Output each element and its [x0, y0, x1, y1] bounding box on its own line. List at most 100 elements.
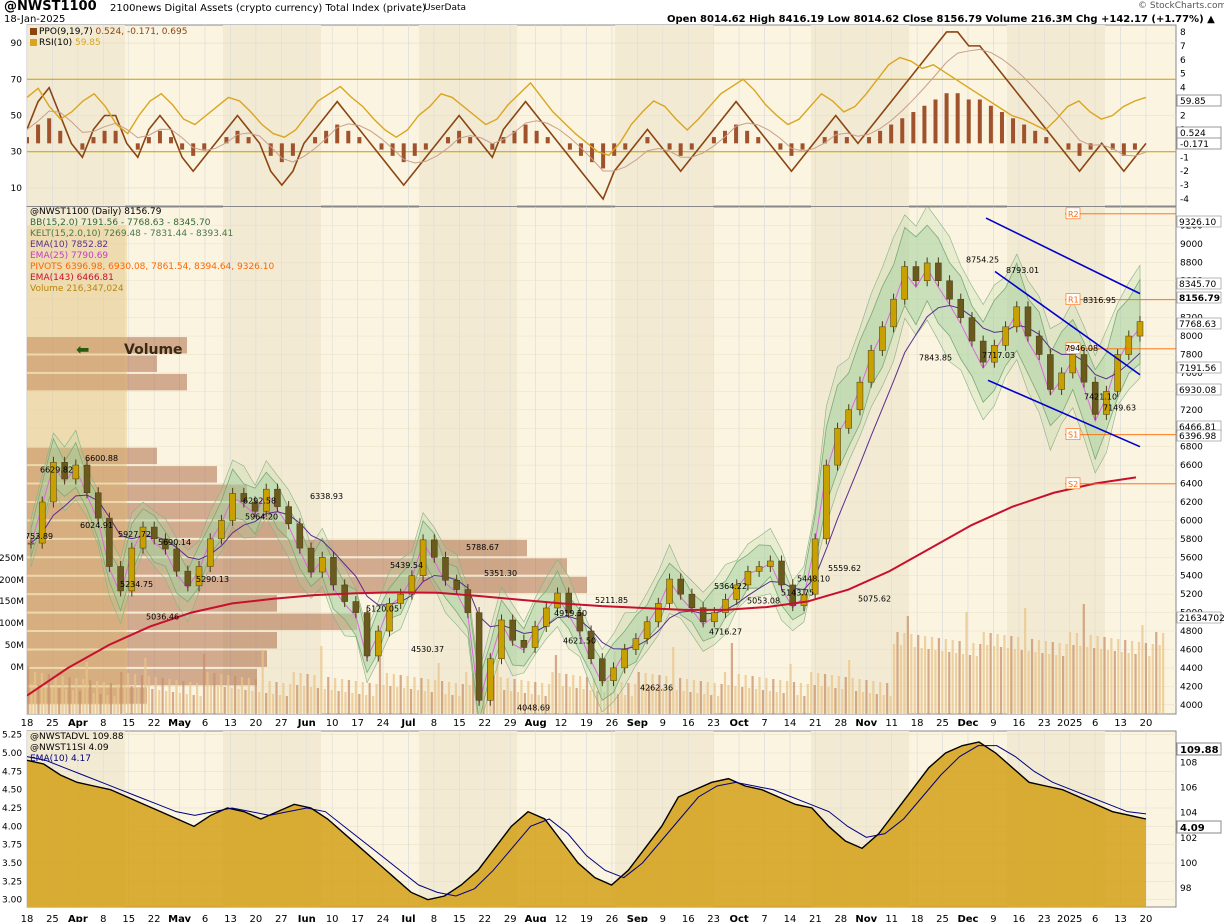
- x-axis-label: 16: [682, 718, 695, 729]
- x-axis-label-bottom: 23: [1038, 914, 1051, 922]
- volume-bar: [982, 632, 985, 714]
- candle-body: [464, 589, 472, 613]
- breadth-legend: @NWSTADVL 109.88 @NWST11SI 4.09 EMA(10) …: [30, 732, 124, 765]
- volume-tick: 200M: [0, 576, 24, 586]
- volume-bar: [1065, 644, 1068, 714]
- volume-bar: [120, 672, 123, 714]
- volume-bar: [1006, 648, 1009, 714]
- ppo-histogram-bar: [988, 105, 993, 144]
- volume-bar: [799, 683, 802, 714]
- price-tick: 8800: [1180, 258, 1203, 268]
- ppo-rsi-value-box: [1176, 94, 1222, 107]
- price-annotation: 5753.89: [20, 532, 53, 541]
- price-legend: @NWST1100 (Daily) 8156.79 BB(15,2.0) 719…: [30, 207, 274, 295]
- volume-bar: [761, 690, 765, 714]
- price-value-label: 8345.70: [1179, 280, 1216, 290]
- breadth-tick: 4.00: [2, 822, 22, 832]
- price-annotation: 5036.46: [146, 612, 179, 621]
- x-axis-label: 2025: [1057, 718, 1082, 729]
- volume-bar: [240, 677, 244, 714]
- x-axis-label: 9: [660, 718, 666, 729]
- volume-bar: [499, 677, 502, 714]
- volume-tick: 0M: [11, 663, 25, 673]
- x-axis-label: 26: [606, 718, 619, 729]
- volume-bar: [351, 693, 354, 714]
- volume-bar: [886, 683, 889, 714]
- volume-bar: [1003, 635, 1006, 714]
- volume-bar: [403, 688, 406, 714]
- x-axis-label: 10: [326, 718, 339, 729]
- volume-bar: [1148, 656, 1151, 714]
- breadth-value-box: [1176, 820, 1222, 834]
- x-axis-label-bottom: Dec: [957, 914, 978, 922]
- volume-bar: [409, 689, 413, 714]
- volume-bar: [106, 695, 109, 714]
- volume-bar: [955, 653, 958, 714]
- ppo-histogram-bar: [58, 130, 63, 144]
- ppo-tick: -1: [1180, 153, 1189, 163]
- volume-bar: [92, 693, 95, 714]
- breadth-right-tick: 98: [1180, 884, 1192, 894]
- volume-bar: [1127, 653, 1130, 714]
- price-value-box: [1176, 611, 1222, 624]
- volume-bar: [168, 679, 171, 714]
- candle-body: [72, 464, 80, 480]
- volume-bar: [496, 659, 499, 714]
- volume-bar: [775, 692, 778, 714]
- candle-body: [274, 488, 281, 507]
- x-axis-label-bottom: 25: [936, 914, 949, 922]
- price-value-label: 7191.56: [1179, 364, 1216, 374]
- price-tick: 9000: [1180, 240, 1203, 250]
- candle-body: [778, 560, 785, 586]
- price-annotation: 5053.08: [747, 597, 780, 606]
- volume-bar: [396, 687, 399, 714]
- volume-bar: [472, 673, 475, 714]
- ppo-histogram-bar: [933, 99, 938, 144]
- x-axis-label: 20: [1140, 718, 1153, 729]
- volume-bar: [85, 662, 88, 714]
- candle-body: [935, 262, 942, 281]
- x-axis-label: Apr: [68, 718, 88, 729]
- price-annotation: 5075.62: [858, 595, 891, 604]
- x-axis-label-bottom: Sep: [627, 914, 648, 922]
- ppo-histogram-bar: [999, 112, 1004, 144]
- x-axis-label-bottom: 9: [660, 914, 666, 922]
- candle-body: [531, 626, 539, 648]
- ppo-histogram-bar: [401, 143, 406, 163]
- x-axis-label: Oct: [729, 718, 748, 729]
- ppo-histogram-bar: [567, 143, 572, 150]
- volume-bar: [796, 695, 799, 714]
- volume-bar: [434, 680, 437, 714]
- x-axis-label-bottom: Jul: [400, 914, 415, 922]
- candle-body: [599, 658, 606, 681]
- volume-bar: [251, 691, 254, 714]
- volume-bar: [910, 634, 913, 714]
- volume-bar: [875, 694, 878, 714]
- x-axis-label-bottom: 16: [1012, 914, 1025, 922]
- ppo-line: [27, 31, 1147, 201]
- volume-bar: [116, 684, 119, 714]
- x-axis-label: 7: [761, 718, 767, 729]
- volume-bar: [89, 680, 92, 714]
- volume-bar: [61, 676, 64, 714]
- x-axis-label: 16: [1012, 718, 1025, 729]
- x-axis-label-bottom: 14: [784, 914, 797, 922]
- price-annotation: 5234.75: [120, 580, 153, 589]
- volume-bar: [1068, 632, 1072, 714]
- ppo-histogram-bar: [1011, 118, 1016, 144]
- volume-bar: [306, 674, 309, 714]
- candle-body: [173, 548, 180, 572]
- volume-bar: [520, 680, 523, 714]
- candle-body: [61, 462, 68, 480]
- price-annotation: 5364.22: [714, 582, 747, 591]
- candle-body: [229, 493, 236, 521]
- candle-body: [901, 266, 909, 300]
- volume-bar: [1096, 636, 1099, 714]
- volume-bar: [1113, 651, 1116, 714]
- volume-bar: [503, 690, 506, 714]
- volume-bar: [744, 675, 747, 714]
- price-tick: 4400: [1180, 664, 1203, 674]
- volume-bar: [917, 635, 920, 714]
- candle-body: [94, 492, 102, 519]
- ppo-histogram-bar: [135, 143, 140, 150]
